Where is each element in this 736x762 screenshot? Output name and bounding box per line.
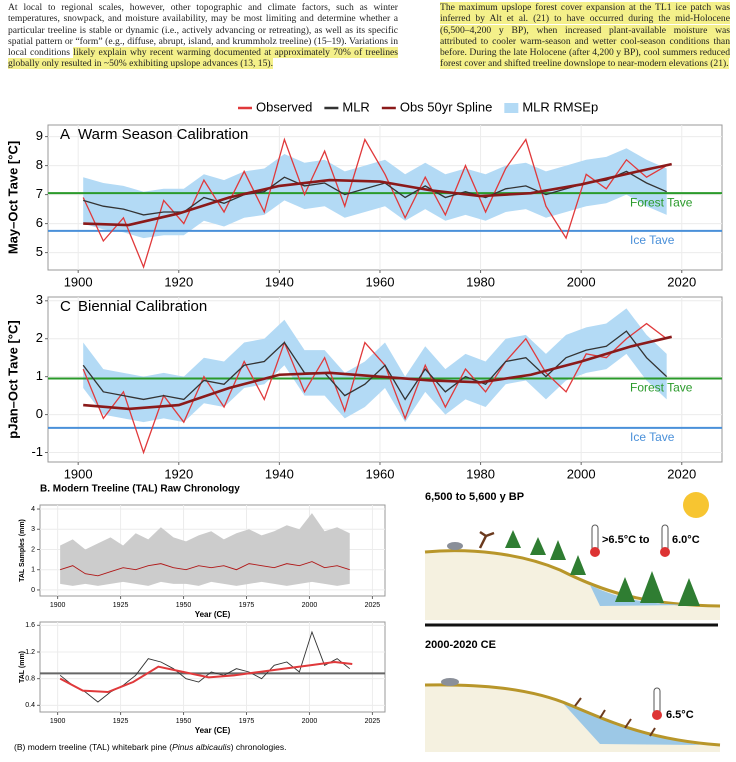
y-tick-label: 7 <box>36 186 43 201</box>
y-tick-label: 1 <box>36 368 43 383</box>
reference-label: Forest Tave <box>630 195 693 209</box>
y-tick-label: 1.2 <box>25 649 35 656</box>
y-axis-label: pJan–Oct Tave [°C] <box>5 320 20 438</box>
x-tick-label: 1980 <box>466 466 495 481</box>
caption-text: Pinus albicaulis <box>172 742 231 752</box>
x-tick-label: 1925 <box>113 718 129 725</box>
y-tick-label: 0 <box>36 406 43 421</box>
x-tick-label: 1960 <box>366 466 395 481</box>
x-tick-label: 1900 <box>64 466 93 481</box>
y-axis-label: May–Oct Tave [°C] <box>5 141 20 254</box>
y-tick-label: 2 <box>31 546 35 553</box>
x-tick-label: 1920 <box>164 466 193 481</box>
thermometer-bulb <box>660 547 670 557</box>
x-tick-label: 1940 <box>265 466 294 481</box>
temp-label: 6.0°C <box>672 534 700 546</box>
x-tick-label: 1975 <box>239 602 255 609</box>
caption-text: (B) modern treeline (TAL) whitebark pine… <box>14 742 172 752</box>
reference-label: Ice Tave <box>630 430 675 444</box>
y-tick-label: 2 <box>36 330 43 345</box>
legend-label: MLR RMSEp <box>522 99 598 114</box>
y-tick-label: 3 <box>36 292 43 307</box>
y-tick-label: 4 <box>31 506 35 513</box>
x-tick-label: 2020 <box>667 274 696 289</box>
x-tick-label: 1900 <box>50 602 66 609</box>
x-tick-label: 1960 <box>366 274 395 289</box>
y-axis-label: TAL Samples (mm) <box>19 519 26 582</box>
x-tick-label: 1900 <box>64 274 93 289</box>
thermometer-bulb <box>590 547 600 557</box>
y-tick-label: 9 <box>36 128 43 143</box>
page: At local to regional scales, however, ot… <box>0 0 736 762</box>
legend-item: Observed <box>238 99 312 114</box>
x-tick-label: 1950 <box>176 602 192 609</box>
y-tick-label: 0.8 <box>25 676 35 683</box>
y-tick-label: 1 <box>31 567 35 574</box>
temp-label: 6.5°C <box>666 709 694 721</box>
legend-label: MLR <box>342 99 369 114</box>
legend-item: MLR <box>324 99 369 114</box>
caption: (B) modern treeline (TAL) whitebark pine… <box>14 742 286 752</box>
x-tick-label: 1925 <box>113 602 129 609</box>
figure: 6,500 to 5,600 y BP >6.5°C to 6.0°C 2000… <box>0 0 736 762</box>
x-tick-label: 1950 <box>176 718 192 725</box>
ground <box>425 551 720 620</box>
x-tick-label: 1920 <box>164 274 193 289</box>
temp-label: >6.5°C to <box>602 534 650 546</box>
x-tick-label: 2025 <box>365 718 381 725</box>
x-tick-label: 2000 <box>567 274 596 289</box>
dead-tree <box>480 532 494 548</box>
legend-item: Obs 50yr Spline <box>382 99 493 114</box>
chart-title: B. Modern Treeline (TAL) Raw Chronology <box>40 484 240 495</box>
reference-label: Forest Tave <box>630 381 693 395</box>
thermometer-bulb <box>652 710 662 720</box>
y-tick-label: 1.6 <box>25 622 35 629</box>
panel-title: 6,500 to 5,600 y BP <box>425 491 524 503</box>
y-tick-label: 6 <box>36 215 43 230</box>
panel-title: 2000-2020 CE <box>425 639 496 651</box>
plot-area <box>40 622 385 712</box>
x-tick-label: 2000 <box>302 602 318 609</box>
y-tick-label: 0 <box>31 587 35 594</box>
y-tick-label: -1 <box>31 444 43 459</box>
x-tick-label: 2000 <box>302 718 318 725</box>
x-tick-label: 1940 <box>265 274 294 289</box>
panel-title: Warm Season Calibration <box>78 126 248 143</box>
rock <box>447 542 463 550</box>
x-tick-label: 1975 <box>239 718 255 725</box>
y-axis-label: TAL (mm) <box>19 651 26 683</box>
y-tick-label: 3 <box>31 526 35 533</box>
legend-label: Obs 50yr Spline <box>400 99 493 114</box>
panel-title: Biennial Calibration <box>78 298 207 315</box>
legend-swatch <box>504 103 518 113</box>
y-tick-label: 5 <box>36 244 43 259</box>
x-axis-label: Year (CE) <box>195 726 231 735</box>
caption-text: ) chronologies. <box>231 742 287 752</box>
x-tick-label: 1900 <box>50 718 66 725</box>
reference-label: Ice Tave <box>630 233 675 247</box>
sun <box>683 492 709 518</box>
x-tick-label: 2020 <box>667 466 696 481</box>
x-tick-label: 2025 <box>365 602 381 609</box>
y-tick-label: 8 <box>36 157 43 172</box>
legend-label: Observed <box>256 99 312 114</box>
x-axis-label: Year (CE) <box>195 610 231 619</box>
legend-item: MLR RMSEp <box>504 99 598 114</box>
rock <box>441 678 459 686</box>
x-tick-label: 2000 <box>567 466 596 481</box>
panel-label: C <box>60 298 71 315</box>
x-tick-label: 1980 <box>466 274 495 289</box>
y-tick-label: 0.4 <box>25 702 35 709</box>
panel-label: A <box>60 126 70 143</box>
